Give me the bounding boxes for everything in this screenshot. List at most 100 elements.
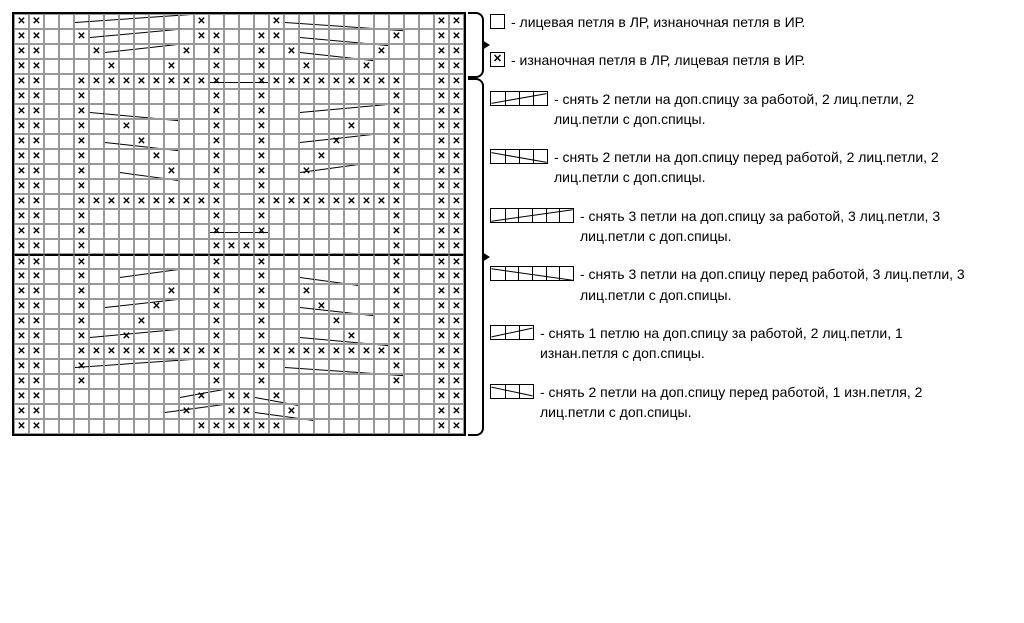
knit-stitch-cell bbox=[344, 239, 359, 254]
knit-stitch-cell bbox=[254, 404, 269, 419]
knit-stitch-cell bbox=[224, 164, 239, 179]
legend-text: - снять 1 петлю на доп.спицу за работой,… bbox=[540, 323, 970, 364]
knit-stitch-cell bbox=[209, 389, 224, 404]
knit-stitch-cell bbox=[329, 389, 344, 404]
knit-stitch-cell bbox=[329, 329, 344, 344]
knit-stitch-cell bbox=[194, 239, 209, 254]
purl-stitch-cell bbox=[179, 44, 194, 59]
purl-stitch-cell bbox=[74, 179, 89, 194]
purl-stitch-cell bbox=[89, 194, 104, 209]
knit-stitch-cell bbox=[374, 254, 389, 269]
purl-stitch-cell bbox=[314, 74, 329, 89]
knit-stitch-cell bbox=[374, 404, 389, 419]
knit-stitch-cell bbox=[404, 344, 419, 359]
purl-stitch-cell bbox=[434, 344, 449, 359]
knit-stitch-cell bbox=[104, 89, 119, 104]
chart-row bbox=[14, 314, 464, 329]
legend-text: - снять 3 петли на доп.спицу за работой,… bbox=[580, 206, 970, 247]
knit-stitch-cell bbox=[44, 299, 59, 314]
knit-stitch-cell bbox=[239, 74, 254, 89]
knit-stitch-cell bbox=[104, 134, 119, 149]
purl-stitch-cell bbox=[29, 44, 44, 59]
knit-stitch-cell bbox=[179, 164, 194, 179]
knit-stitch-cell bbox=[134, 284, 149, 299]
knit-stitch-cell bbox=[59, 419, 74, 434]
knit-stitch-cell bbox=[119, 269, 134, 284]
purl-stitch-cell bbox=[209, 419, 224, 434]
knit-stitch-cell bbox=[179, 329, 194, 344]
knit-stitch-cell bbox=[134, 389, 149, 404]
knit-stitch-cell bbox=[359, 119, 374, 134]
knit-stitch-cell bbox=[344, 314, 359, 329]
knit-stitch-cell bbox=[239, 89, 254, 104]
knit-stitch-cell bbox=[404, 164, 419, 179]
knit-stitch-cell bbox=[239, 14, 254, 29]
purl-stitch-cell bbox=[14, 389, 29, 404]
knit-stitch-cell bbox=[359, 374, 374, 389]
purl-stitch-cell bbox=[149, 194, 164, 209]
purl-stitch-cell bbox=[254, 119, 269, 134]
knit-stitch-cell bbox=[404, 134, 419, 149]
knit-stitch-cell bbox=[104, 239, 119, 254]
knit-stitch-cell bbox=[89, 149, 104, 164]
knit-stitch-cell bbox=[44, 314, 59, 329]
knit-stitch-cell bbox=[299, 374, 314, 389]
purl-stitch-cell bbox=[434, 74, 449, 89]
knit-stitch-cell bbox=[164, 299, 179, 314]
knit-stitch-cell bbox=[284, 89, 299, 104]
knit-stitch-cell bbox=[134, 359, 149, 374]
purl-stitch-cell bbox=[209, 104, 224, 119]
purl-stitch-cell bbox=[299, 194, 314, 209]
purl-stitch-cell bbox=[434, 299, 449, 314]
chart-row bbox=[14, 119, 464, 134]
purl-stitch-cell bbox=[299, 284, 314, 299]
purl-stitch-cell bbox=[449, 374, 464, 389]
knit-stitch-cell bbox=[194, 404, 209, 419]
knit-stitch-cell bbox=[239, 284, 254, 299]
knit-stitch-cell bbox=[224, 269, 239, 284]
knit-stitch-cell bbox=[374, 209, 389, 224]
chart-row bbox=[14, 329, 464, 344]
knit-stitch-cell bbox=[404, 89, 419, 104]
purl-stitch-cell bbox=[209, 254, 224, 269]
knit-stitch-cell bbox=[179, 419, 194, 434]
knit-stitch-cell bbox=[149, 254, 164, 269]
knit-stitch-cell bbox=[269, 299, 284, 314]
knit-stitch-cell bbox=[344, 104, 359, 119]
knit-stitch-cell bbox=[419, 59, 434, 74]
purl-stitch-cell bbox=[119, 194, 134, 209]
purl-stitch-cell bbox=[269, 194, 284, 209]
legend-item: - снять 2 петли на доп.спицу перед работ… bbox=[490, 382, 970, 423]
knit-stitch-cell bbox=[149, 329, 164, 344]
knit-stitch-cell bbox=[239, 44, 254, 59]
knit-stitch-cell bbox=[344, 179, 359, 194]
purl-stitch-cell bbox=[434, 134, 449, 149]
knit-stitch-cell bbox=[44, 119, 59, 134]
knit-stitch-cell bbox=[419, 74, 434, 89]
knit-stitch-cell bbox=[74, 404, 89, 419]
knit-stitch-cell bbox=[89, 59, 104, 74]
chart-row bbox=[14, 89, 464, 104]
knit-stitch-cell bbox=[239, 104, 254, 119]
knit-stitch-cell bbox=[89, 314, 104, 329]
knit-stitch-cell bbox=[164, 179, 179, 194]
knit-stitch-cell bbox=[269, 224, 284, 239]
knit-stitch-cell bbox=[299, 419, 314, 434]
purl-stitch-cell bbox=[14, 344, 29, 359]
knit-stitch-cell bbox=[329, 404, 344, 419]
knit-stitch-cell bbox=[179, 104, 194, 119]
purl-stitch-cell bbox=[194, 14, 209, 29]
knit-stitch-cell bbox=[299, 14, 314, 29]
legend-text: - снять 2 петли на доп.спицу перед работ… bbox=[554, 147, 970, 188]
knit-stitch-cell bbox=[179, 374, 194, 389]
knit-stitch-cell bbox=[374, 269, 389, 284]
purl-stitch-cell bbox=[29, 314, 44, 329]
knit-stitch-cell bbox=[239, 374, 254, 389]
purl-stitch-cell bbox=[29, 59, 44, 74]
knit-stitch-cell bbox=[299, 224, 314, 239]
purl-stitch-cell bbox=[314, 344, 329, 359]
knit-stitch-cell bbox=[344, 44, 359, 59]
purl-stitch-cell bbox=[284, 404, 299, 419]
knit-stitch-cell bbox=[254, 14, 269, 29]
knit-stitch-cell bbox=[419, 179, 434, 194]
